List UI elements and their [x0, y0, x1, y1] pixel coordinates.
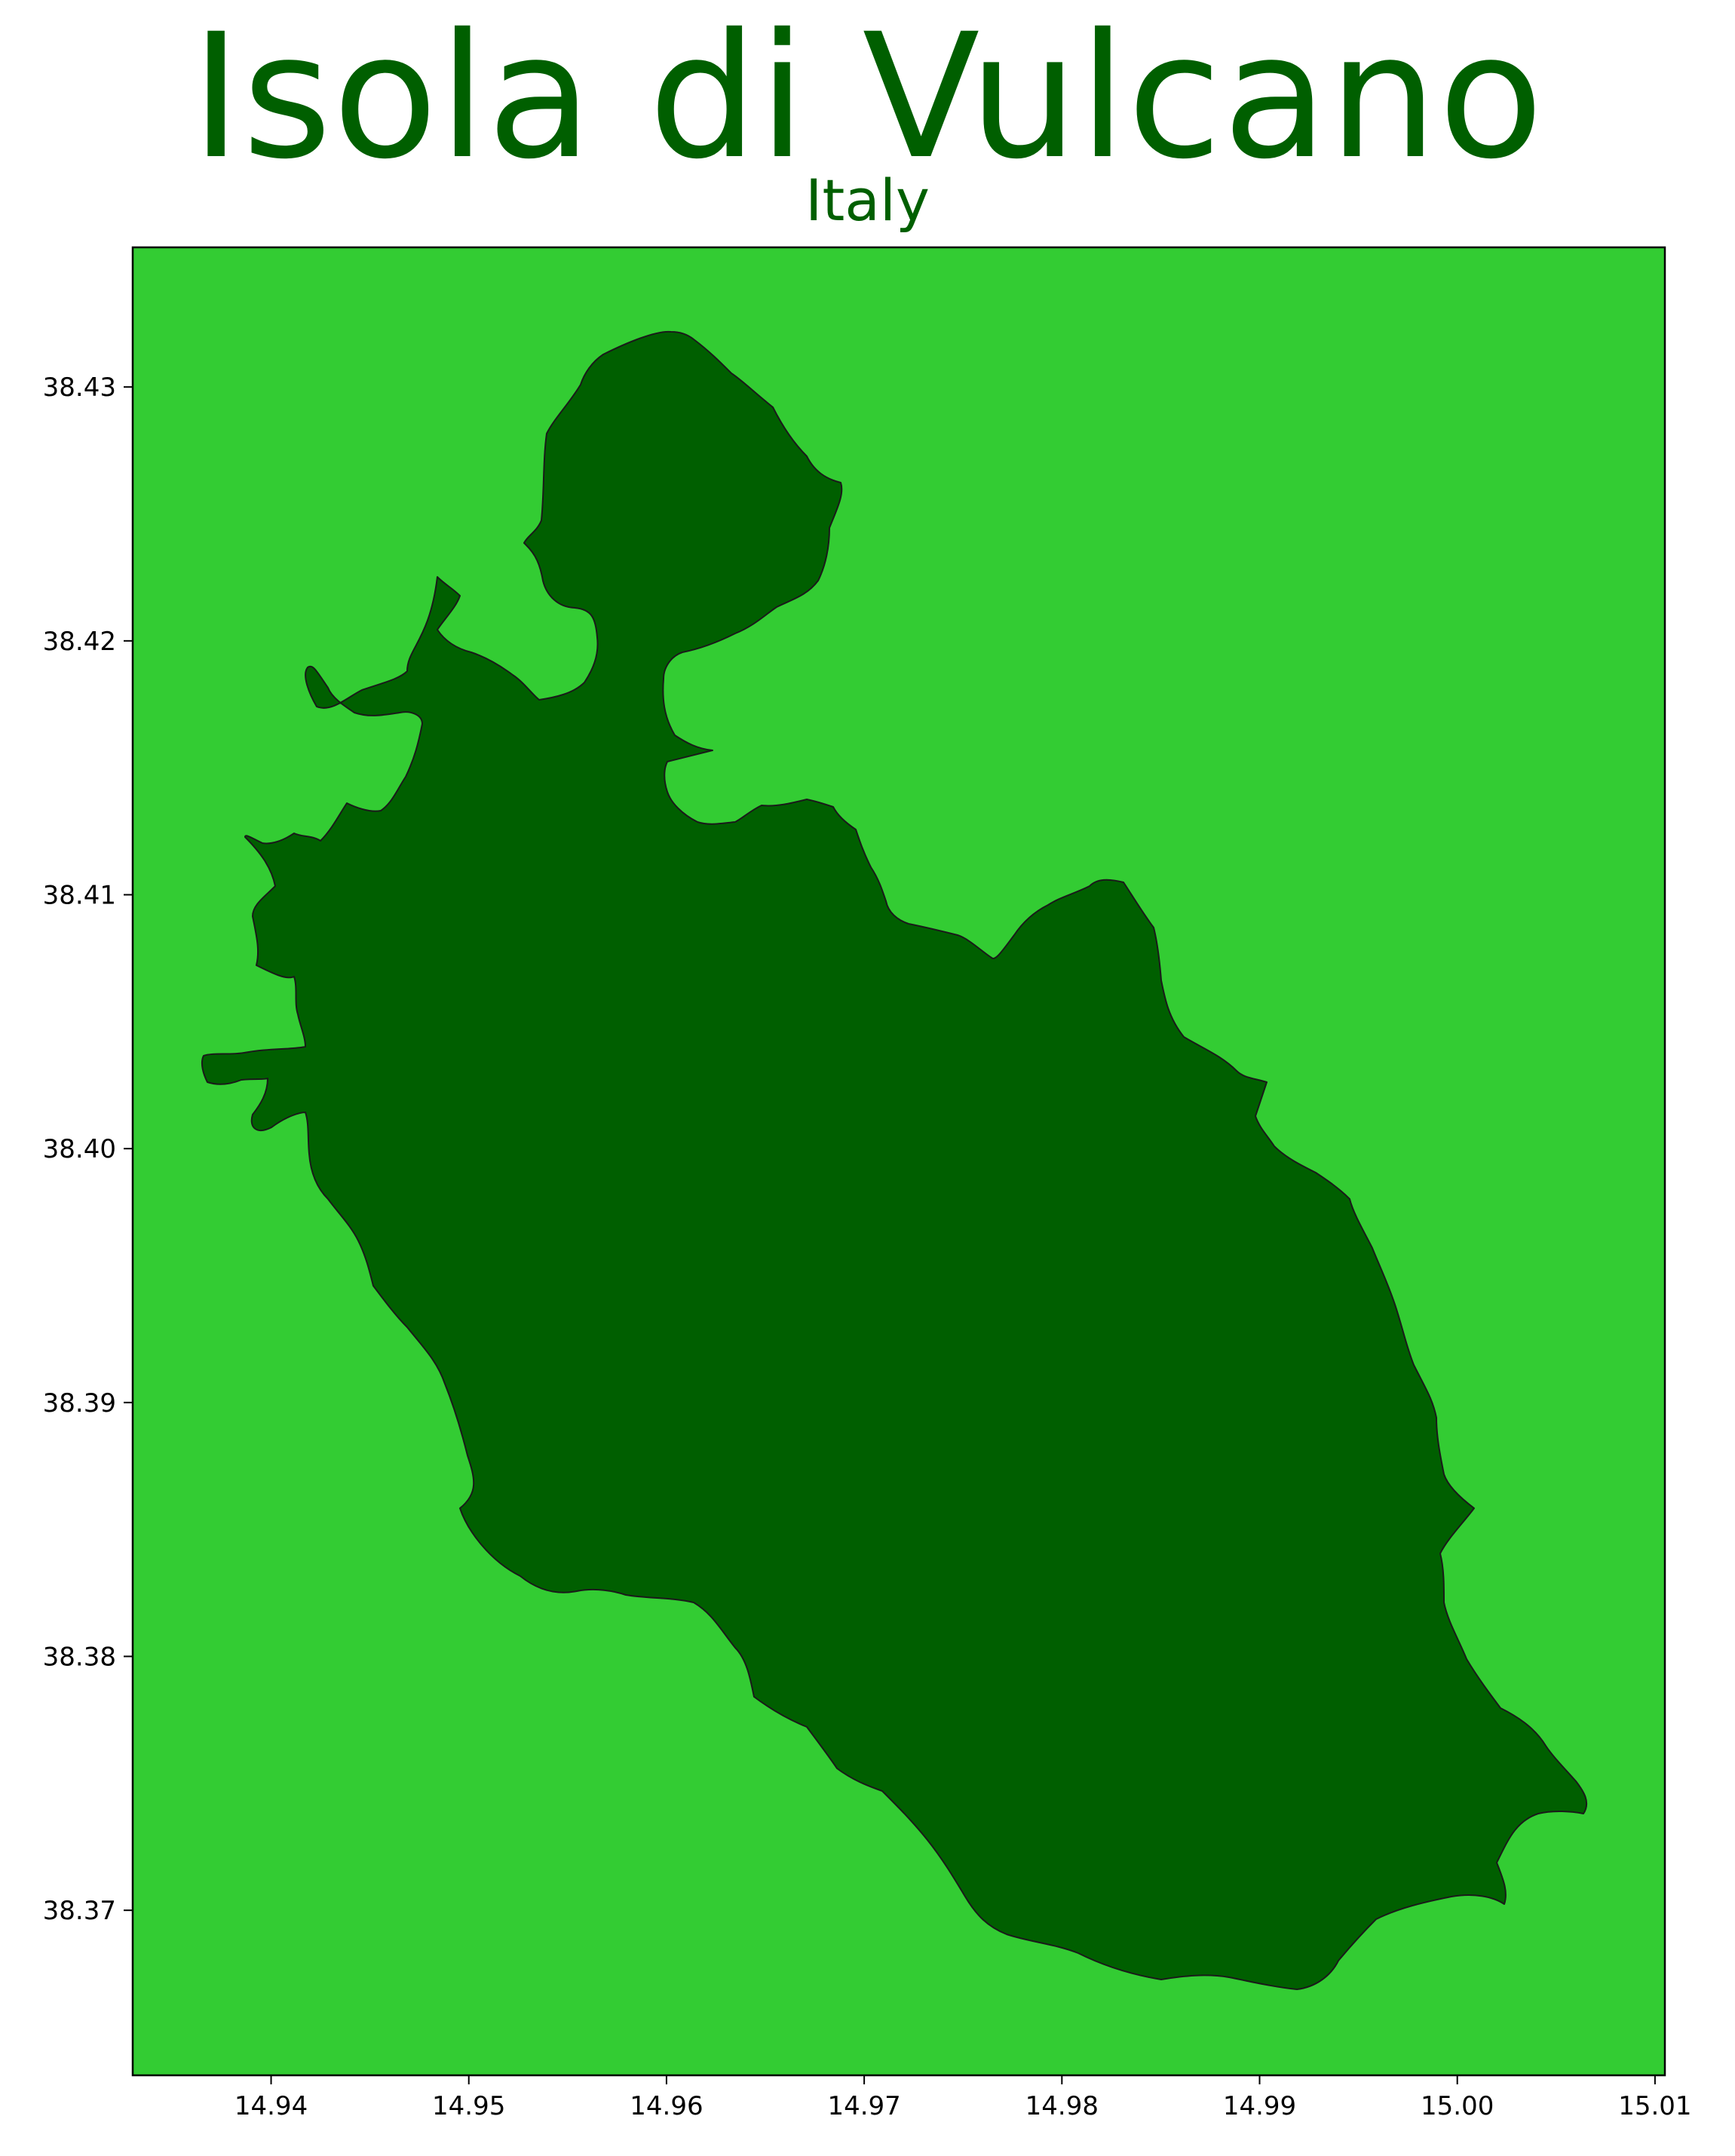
x-tick-label: 15.01 — [1618, 2091, 1691, 2121]
x-tick-label: 14.99 — [1223, 2091, 1296, 2121]
x-tick-label: 14.94 — [235, 2091, 308, 2121]
y-axis: 38.43 38.42 38.41 38.40 38.39 38.38 38.37 — [43, 373, 133, 1926]
island-landmass — [201, 330, 1588, 1990]
y-tick-label: 38.43 — [43, 373, 116, 403]
y-tick-label: 38.40 — [43, 1134, 116, 1164]
x-tick-label: 14.98 — [1025, 2091, 1099, 2121]
y-tick-label: 38.39 — [43, 1388, 116, 1418]
page-title: Isola di Vulcano — [190, 0, 1545, 197]
y-tick-label: 38.41 — [43, 881, 116, 911]
x-axis: 14.94 14.95 14.96 14.97 14.98 14.99 15.00 15.01 — [235, 2075, 1692, 2121]
x-tick-label: 14.95 — [432, 2091, 505, 2121]
page-subtitle: Italy — [805, 167, 930, 234]
axes-frame — [131, 246, 1666, 2077]
x-tick-label: 14.97 — [827, 2091, 900, 2121]
x-tick-label: 14.96 — [630, 2091, 703, 2121]
y-tick-label: 38.38 — [43, 1642, 116, 1673]
x-tick-label: 15.00 — [1421, 2091, 1494, 2121]
y-tick-label: 38.37 — [43, 1896, 116, 1926]
y-tick-label: 38.42 — [43, 627, 116, 657]
